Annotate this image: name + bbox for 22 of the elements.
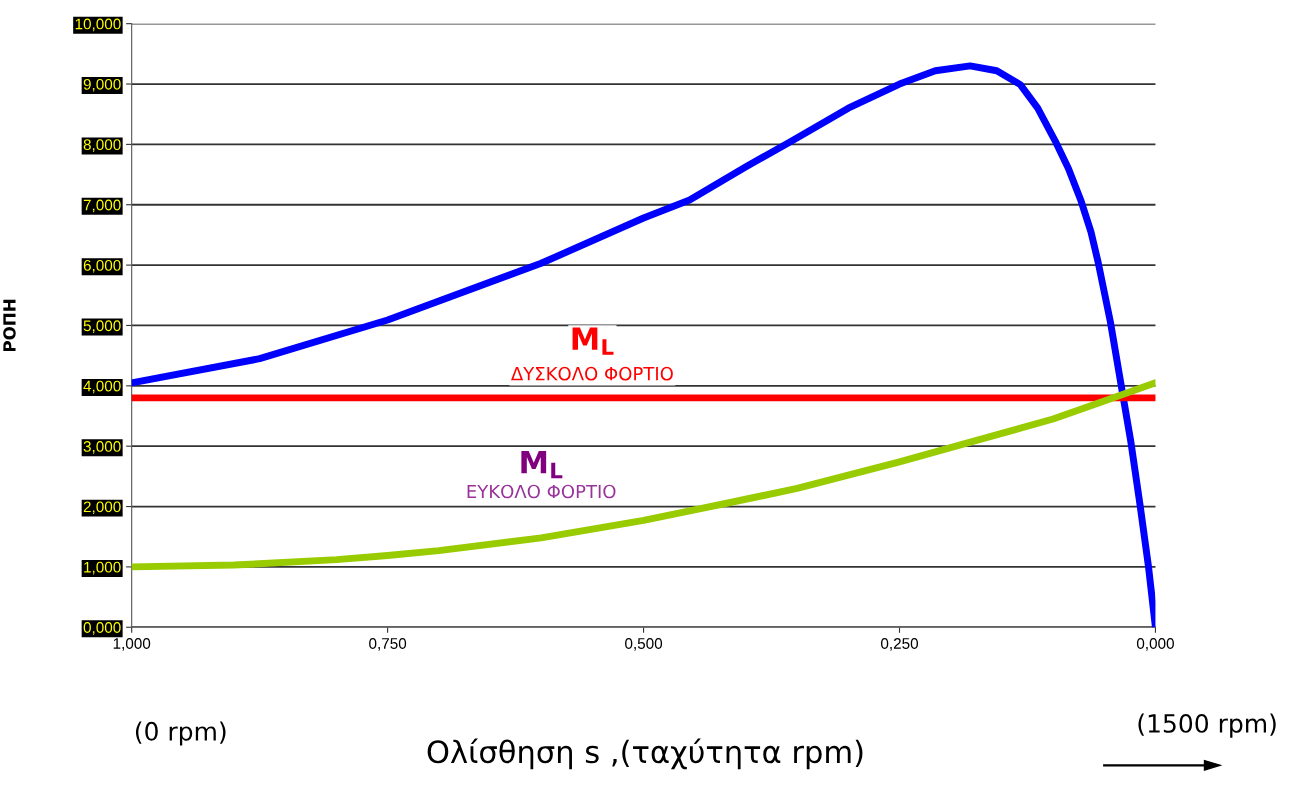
- y-tick-label: 3,000: [83, 441, 121, 454]
- y-tick-label: 7,000: [83, 199, 121, 213]
- text: (0 rpm): [135, 721, 226, 746]
- x-tick-label: 1,000: [113, 638, 151, 651]
- y-tick-label: 4,000: [83, 380, 121, 394]
- x-tick-label: 0,000: [1136, 638, 1174, 651]
- y-tick-label: 1,000: [84, 561, 121, 575]
- series-label: M$_{L}$ ΔΥΣΚΟΛΟ ΦΟΡΤΙΟ: [511, 327, 673, 381]
- y-tick-label: 9,000: [83, 78, 121, 92]
- y-tick-label: 5,000: [83, 320, 121, 333]
- x-tick-label: 0,250: [880, 638, 919, 651]
- y-tick-label: 0,000: [83, 622, 121, 635]
- x-tick-label: 0,750: [369, 638, 407, 651]
- y-axis-title: ΡΟΠΗ: [3, 299, 16, 352]
- y-tick-label: 10,000: [75, 18, 121, 32]
- y-tick-label: 8,000: [83, 139, 121, 152]
- x-tick-label: 0,500: [625, 638, 663, 651]
- text: (1500 rpm): [1138, 713, 1276, 738]
- y-tick-label: 2,000: [83, 501, 121, 515]
- series-label: M$_{L}$ ΕΥΚΟΛΟ ΦΟΡΤΙΟ: [467, 450, 616, 499]
- y-tick-label: 6,000: [83, 259, 121, 273]
- x-axis-title: Ολίσθηση s ,(ταχύτητα rpm): [427, 738, 863, 770]
